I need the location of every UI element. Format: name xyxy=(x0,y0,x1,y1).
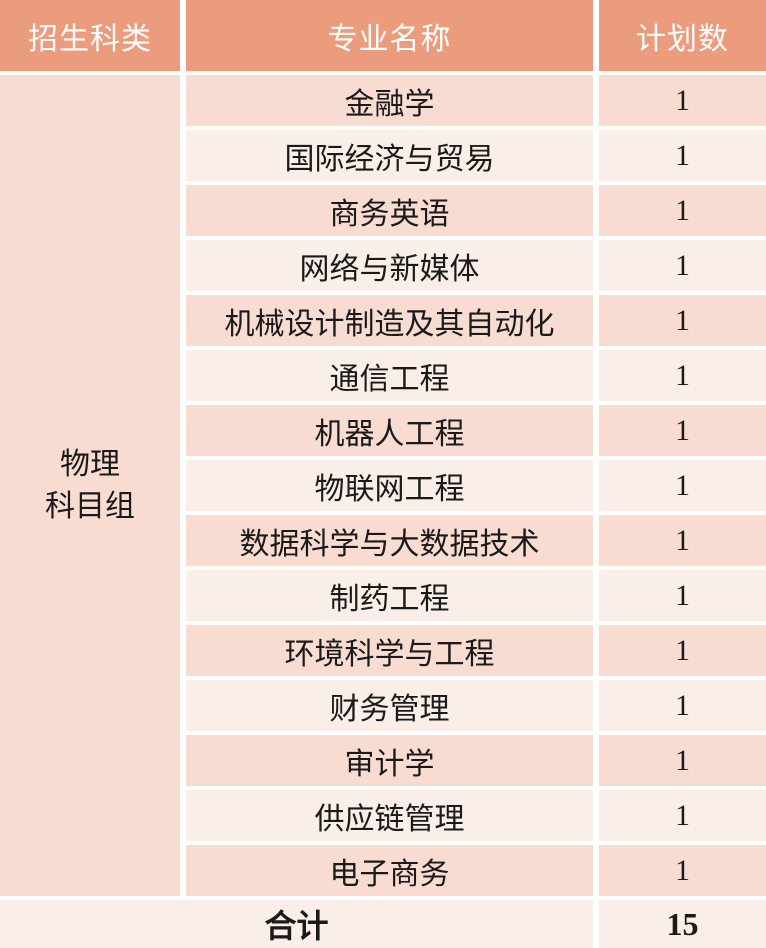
major-cell: 电子商务 xyxy=(186,845,593,896)
plan-cell: 1 xyxy=(599,295,766,346)
subject-group-cell: 物理 科目组 xyxy=(0,75,180,896)
header-cell-category: 招生科类 xyxy=(0,0,180,71)
major-cell: 财务管理 xyxy=(186,680,593,731)
major-cell: 审计学 xyxy=(186,735,593,786)
plan-cell: 1 xyxy=(599,625,766,676)
major-cell: 国际经济与贸易 xyxy=(186,130,593,181)
total-label-cell: 合计 xyxy=(0,900,593,948)
plan-cell: 1 xyxy=(599,240,766,291)
major-cell: 供应链管理 xyxy=(186,790,593,841)
plan-cell: 1 xyxy=(599,75,766,126)
plan-cell: 1 xyxy=(599,570,766,621)
major-cell: 机器人工程 xyxy=(186,405,593,456)
major-cell: 数据科学与大数据技术 xyxy=(186,515,593,566)
plan-cell: 1 xyxy=(599,680,766,731)
plan-cell: 1 xyxy=(599,405,766,456)
plan-cell: 1 xyxy=(599,350,766,401)
header-cell-plan: 计划数 xyxy=(599,0,766,71)
major-cell: 物联网工程 xyxy=(186,460,593,511)
major-cell: 金融学 xyxy=(186,75,593,126)
plan-cell: 1 xyxy=(599,790,766,841)
header-cell-major: 专业名称 xyxy=(186,0,593,71)
plan-cell: 1 xyxy=(599,515,766,566)
major-cell: 商务英语 xyxy=(186,185,593,236)
plan-cell: 1 xyxy=(599,735,766,786)
major-cell: 通信工程 xyxy=(186,350,593,401)
plan-cell: 1 xyxy=(599,130,766,181)
plan-cell: 1 xyxy=(599,185,766,236)
plan-cell: 1 xyxy=(599,845,766,896)
major-cell: 制药工程 xyxy=(186,570,593,621)
major-cell: 网络与新媒体 xyxy=(186,240,593,291)
major-cell: 机械设计制造及其自动化 xyxy=(186,295,593,346)
total-value-cell: 15 xyxy=(599,900,766,948)
major-cell: 环境科学与工程 xyxy=(186,625,593,676)
plan-cell: 1 xyxy=(599,460,766,511)
